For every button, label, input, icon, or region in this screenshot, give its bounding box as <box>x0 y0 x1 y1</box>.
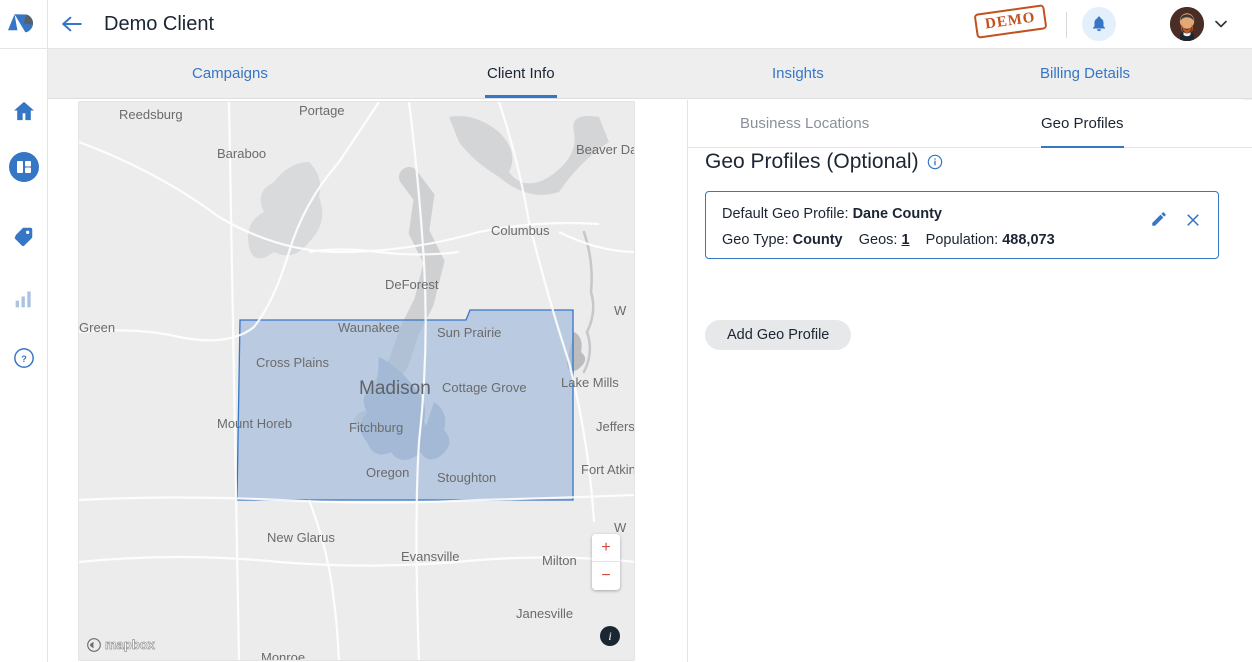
svg-text:Oregon: Oregon <box>366 465 409 480</box>
svg-text:W: W <box>614 303 627 318</box>
svg-text:Fort Atkinson: Fort Atkinson <box>581 462 635 477</box>
svg-text:Portage: Portage <box>299 103 345 118</box>
svg-text:Reedsburg: Reedsburg <box>119 107 183 122</box>
svg-text:Baraboo: Baraboo <box>217 146 266 161</box>
svg-text:Beaver Dam: Beaver Dam <box>576 142 635 157</box>
svg-text:Jefferson: Jefferson <box>596 419 635 434</box>
svg-text:Madison: Madison <box>359 378 431 399</box>
svg-text:Mount Horeb: Mount Horeb <box>217 416 292 431</box>
svg-text:Stoughton: Stoughton <box>437 470 496 485</box>
svg-text:Evansville: Evansville <box>401 549 460 564</box>
svg-text:Columbus: Columbus <box>491 223 550 238</box>
svg-text:DeForest: DeForest <box>385 277 439 292</box>
svg-text:?: ? <box>21 354 27 364</box>
svg-text:Cross Plains: Cross Plains <box>256 355 329 370</box>
svg-text:W: W <box>614 520 627 535</box>
svg-text:Monroe: Monroe <box>261 650 305 661</box>
svg-text:Lake Mills: Lake Mills <box>561 375 619 390</box>
svg-text:Waunakee: Waunakee <box>338 320 400 335</box>
svg-text:Milton: Milton <box>542 553 577 568</box>
svg-text:Cottage Grove: Cottage Grove <box>442 380 527 395</box>
svg-text:Green: Green <box>79 320 115 335</box>
svg-text:Janesville: Janesville <box>516 606 573 621</box>
svg-text:New Glarus: New Glarus <box>267 530 335 545</box>
svg-text:Sun Prairie: Sun Prairie <box>437 325 501 340</box>
svg-text:Fitchburg: Fitchburg <box>349 420 403 435</box>
